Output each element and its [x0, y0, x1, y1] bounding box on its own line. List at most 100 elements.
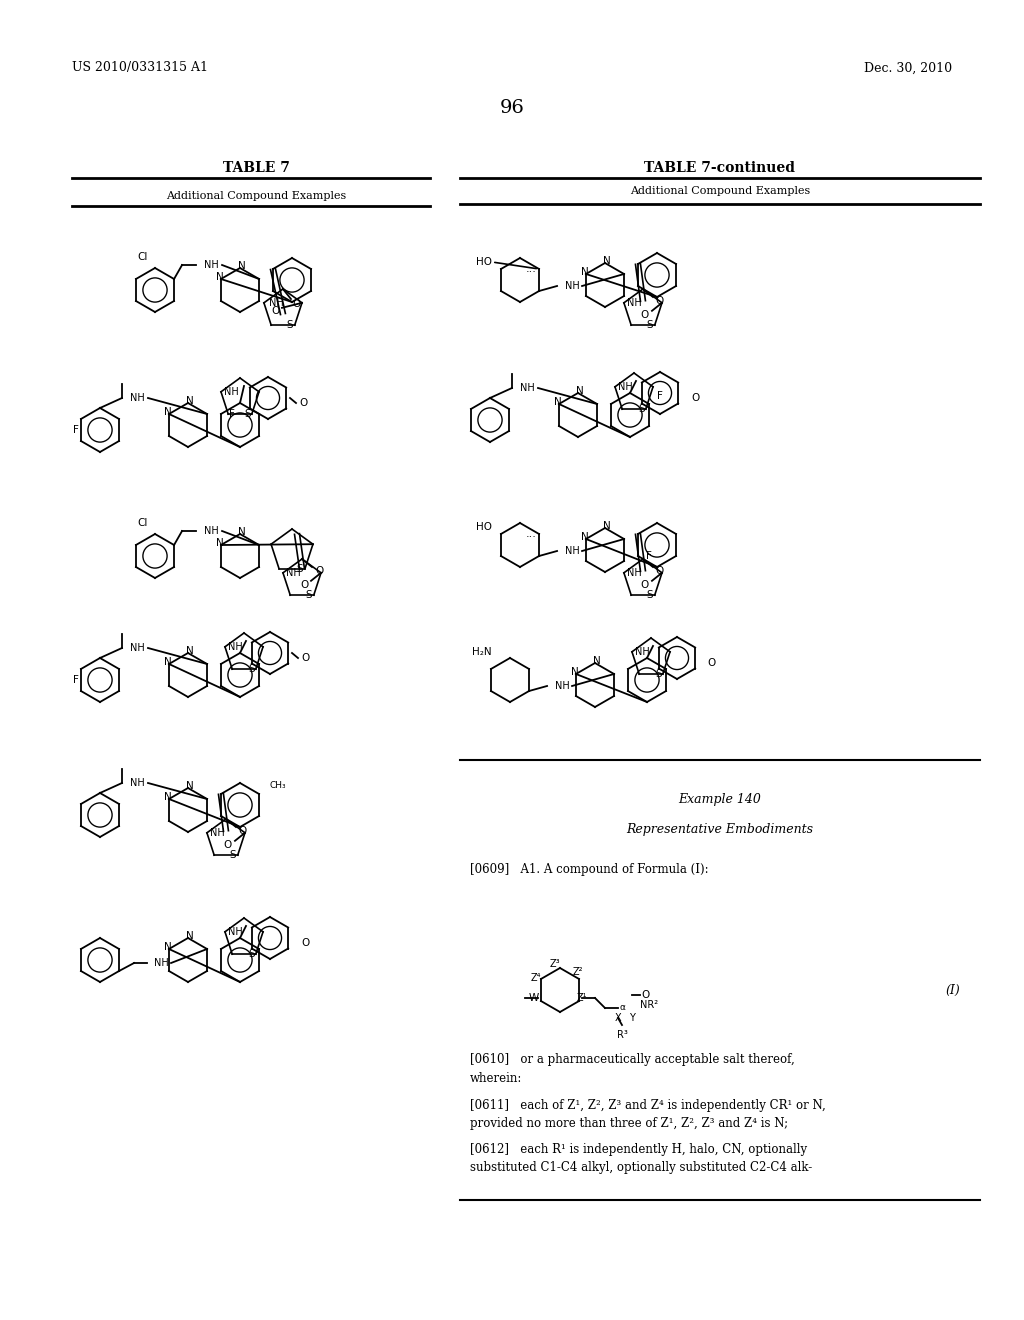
Text: ...: ...	[525, 529, 537, 539]
Text: S: S	[305, 590, 312, 601]
Text: N: N	[577, 385, 584, 396]
Text: N: N	[603, 256, 611, 267]
Text: N: N	[554, 397, 562, 407]
Text: N: N	[164, 942, 172, 952]
Text: α: α	[618, 1003, 625, 1012]
Text: S: S	[229, 850, 236, 861]
Text: [0610]   or a pharmaceutically acceptable salt thereof,: [0610] or a pharmaceutically acceptable …	[470, 1053, 795, 1067]
Text: NR²: NR²	[640, 1001, 658, 1010]
Text: N: N	[216, 539, 224, 548]
Text: O: O	[239, 826, 247, 836]
Text: W: W	[528, 993, 539, 1003]
Text: Z¹: Z¹	[577, 993, 587, 1003]
Text: NH: NH	[555, 681, 569, 690]
Text: NH: NH	[130, 643, 144, 653]
Text: Y: Y	[629, 1012, 635, 1023]
Text: S: S	[646, 321, 653, 330]
Text: N: N	[164, 657, 172, 667]
Text: (I): (I)	[945, 983, 961, 997]
Text: S: S	[655, 669, 663, 680]
Text: N: N	[603, 521, 611, 531]
Text: O: O	[299, 399, 307, 408]
Text: NH: NH	[130, 393, 144, 403]
Text: N: N	[164, 792, 172, 803]
Text: S: S	[249, 664, 255, 675]
Text: NH: NH	[617, 381, 633, 392]
Text: R³: R³	[616, 1030, 628, 1040]
Text: N: N	[186, 645, 194, 656]
Text: O: O	[691, 393, 699, 403]
Text: US 2010/0331315 A1: US 2010/0331315 A1	[72, 62, 208, 74]
Text: S: S	[646, 590, 653, 601]
Text: Z²: Z²	[572, 968, 584, 977]
Text: NH: NH	[627, 568, 642, 578]
Text: N: N	[593, 656, 601, 667]
Text: S: S	[638, 404, 645, 414]
Text: N: N	[186, 781, 194, 791]
Text: N: N	[186, 931, 194, 941]
Text: Representative Embodiments: Representative Embodiments	[627, 824, 813, 837]
Text: O: O	[293, 300, 301, 309]
Text: Z³: Z³	[550, 960, 560, 969]
Text: NH: NH	[228, 642, 243, 652]
Text: O: O	[655, 566, 665, 576]
Text: X: X	[614, 1012, 622, 1023]
Text: O: O	[655, 296, 665, 306]
Text: HO: HO	[476, 521, 492, 532]
Text: N: N	[582, 532, 589, 543]
Text: O: O	[641, 310, 649, 319]
Text: Cl: Cl	[138, 517, 148, 528]
Text: F: F	[646, 550, 652, 561]
Text: provided no more than three of Z¹, Z², Z³ and Z⁴ is N;: provided no more than three of Z¹, Z², Z…	[470, 1117, 788, 1130]
Text: TABLE 7-continued: TABLE 7-continued	[644, 161, 796, 176]
Text: F: F	[73, 675, 79, 685]
Text: NH: NH	[154, 958, 169, 968]
Text: HO: HO	[476, 257, 492, 267]
Text: O: O	[641, 990, 649, 1001]
Text: O: O	[224, 840, 232, 850]
Text: NH: NH	[269, 298, 284, 308]
Text: S: S	[245, 409, 251, 420]
Text: S: S	[249, 949, 255, 960]
Text: O: O	[708, 657, 716, 668]
Text: Z⁴: Z⁴	[530, 973, 542, 983]
Text: NH: NH	[286, 568, 301, 578]
Text: N: N	[164, 407, 172, 417]
Text: Additional Compound Examples: Additional Compound Examples	[166, 191, 346, 201]
Text: NH: NH	[635, 647, 650, 657]
Text: Additional Compound Examples: Additional Compound Examples	[630, 186, 810, 195]
Text: substituted C1-C4 alkyl, optionally substituted C2-C4 alk-: substituted C1-C4 alkyl, optionally subs…	[470, 1162, 812, 1175]
Text: ...: ...	[525, 264, 537, 275]
Text: H₂N: H₂N	[472, 647, 492, 657]
Text: TABLE 7: TABLE 7	[222, 161, 290, 176]
Text: N: N	[216, 272, 224, 282]
Text: NH: NH	[130, 777, 144, 788]
Text: [0611]   each of Z¹, Z², Z³ and Z⁴ is independently CR¹ or N,: [0611] each of Z¹, Z², Z³ and Z⁴ is inde…	[470, 1098, 825, 1111]
Text: F: F	[73, 425, 79, 436]
Text: NH: NH	[204, 525, 219, 536]
Text: O: O	[301, 653, 309, 663]
Text: O: O	[300, 579, 308, 590]
Text: Cl: Cl	[138, 252, 148, 261]
Text: NH: NH	[224, 387, 239, 397]
Text: NH: NH	[210, 828, 224, 838]
Text: N: N	[239, 261, 246, 271]
Text: [0609]   A1. A compound of Formula (I):: [0609] A1. A compound of Formula (I):	[470, 863, 709, 876]
Text: NH: NH	[627, 298, 642, 308]
Text: CH₃: CH₃	[269, 781, 286, 791]
Text: NH: NH	[520, 383, 535, 393]
Text: Example 140: Example 140	[679, 793, 762, 807]
Text: NH: NH	[565, 281, 580, 290]
Text: Dec. 30, 2010: Dec. 30, 2010	[864, 62, 952, 74]
Text: F: F	[657, 391, 663, 401]
Text: S: S	[287, 321, 293, 330]
Text: S: S	[297, 564, 303, 574]
Text: N: N	[571, 667, 579, 677]
Text: F: F	[229, 409, 234, 418]
Text: wherein:: wherein:	[470, 1072, 522, 1085]
Text: N: N	[239, 527, 246, 537]
Text: O: O	[641, 579, 649, 590]
Text: [0612]   each R¹ is independently H, halo, CN, optionally: [0612] each R¹ is independently H, halo,…	[470, 1143, 807, 1156]
Text: NH: NH	[565, 546, 580, 556]
Text: N: N	[186, 396, 194, 407]
